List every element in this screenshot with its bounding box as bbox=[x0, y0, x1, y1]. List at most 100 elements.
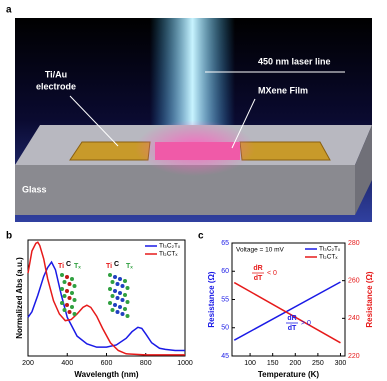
structure-label: Ti bbox=[58, 263, 64, 270]
y-axis-title: Normalized Abs (a.u.) bbox=[15, 257, 24, 339]
x-tick-label: 250 bbox=[312, 360, 324, 367]
atom bbox=[115, 310, 120, 314]
atom bbox=[113, 303, 117, 307]
y-axis-title: Resistance (Ω) bbox=[207, 271, 216, 328]
atom bbox=[120, 298, 125, 302]
panel-label: b bbox=[6, 231, 12, 242]
fraction-denominator: dT bbox=[254, 275, 263, 282]
atom bbox=[60, 287, 64, 291]
atom bbox=[123, 307, 127, 311]
atom bbox=[72, 298, 77, 302]
atom bbox=[110, 294, 115, 298]
glass-side bbox=[355, 125, 372, 215]
fraction-denominator: dT bbox=[288, 325, 297, 332]
y-tick-label: 45 bbox=[221, 353, 229, 360]
panel-label: a bbox=[6, 5, 12, 16]
y-tick-label: 65 bbox=[221, 240, 229, 247]
y2-axis-title: Resistance (Ω) bbox=[365, 271, 374, 328]
y-tick-label: 60 bbox=[221, 268, 229, 275]
series-line bbox=[233, 281, 341, 344]
atom bbox=[125, 300, 130, 304]
legend-label: Ti₂CTₓ bbox=[319, 254, 338, 261]
x-tick-label: 200 bbox=[22, 360, 34, 367]
label: electrode bbox=[36, 81, 76, 91]
atom bbox=[65, 289, 69, 293]
atom bbox=[115, 296, 120, 300]
y2-tick-label: 280 bbox=[348, 240, 360, 247]
atom bbox=[65, 275, 69, 279]
panel-a: a Ti/Au electrode 450 nm laser line MXen… bbox=[6, 5, 372, 222]
x-axis-title: Wavelength (nm) bbox=[74, 370, 138, 379]
x-tick-label: 600 bbox=[101, 360, 113, 367]
atom bbox=[70, 277, 74, 281]
atom bbox=[113, 275, 117, 279]
atom bbox=[110, 308, 115, 312]
label: Glass bbox=[22, 184, 47, 194]
atom bbox=[110, 280, 115, 284]
label: 450 nm laser line bbox=[258, 56, 331, 66]
atom bbox=[120, 312, 125, 316]
structure-label: C bbox=[66, 261, 71, 268]
atom bbox=[62, 280, 67, 284]
label: Ti/Au bbox=[45, 69, 67, 79]
atom bbox=[125, 314, 130, 318]
legend-label: Ti₃C₂Tₓ bbox=[319, 246, 341, 253]
structure-label: C bbox=[114, 261, 119, 268]
panel-label: c bbox=[198, 231, 204, 242]
series-line bbox=[233, 281, 341, 341]
atom bbox=[108, 287, 112, 291]
x-tick-label: 300 bbox=[335, 360, 347, 367]
atom bbox=[118, 277, 122, 281]
atom bbox=[70, 305, 74, 309]
atom bbox=[72, 312, 77, 316]
atom bbox=[115, 282, 120, 286]
y2-tick-label: 220 bbox=[348, 353, 360, 360]
atom bbox=[67, 282, 72, 286]
label: MXene Film bbox=[258, 85, 308, 95]
y-tick-label: 50 bbox=[221, 325, 229, 332]
fraction-relation: > 0 bbox=[301, 320, 311, 327]
y2-tick-label: 260 bbox=[348, 278, 360, 285]
fraction-relation: < 0 bbox=[267, 270, 277, 277]
y2-tick-label: 240 bbox=[348, 315, 360, 322]
mxene-film bbox=[155, 142, 240, 160]
legend-label: Ti₃C₂Tₓ bbox=[159, 243, 181, 250]
atom bbox=[120, 284, 125, 288]
atom bbox=[60, 273, 64, 277]
y-tick-label: 55 bbox=[221, 296, 229, 303]
atom bbox=[108, 273, 112, 277]
atom bbox=[118, 305, 122, 309]
legend-label: Ti₂CTₓ bbox=[159, 251, 178, 258]
fraction-numerator: dR bbox=[287, 315, 296, 322]
x-tick-label: 100 bbox=[244, 360, 256, 367]
series-line bbox=[27, 260, 185, 352]
atom bbox=[123, 293, 127, 297]
atom bbox=[70, 291, 74, 295]
atom bbox=[123, 279, 127, 283]
atom bbox=[118, 291, 122, 295]
x-tick-label: 200 bbox=[289, 360, 301, 367]
atom bbox=[113, 289, 117, 293]
annotation: Voltage = 10 mV bbox=[236, 247, 285, 254]
x-tick-label: 800 bbox=[140, 360, 152, 367]
x-axis-title: Temperature (K) bbox=[258, 370, 320, 379]
atom bbox=[62, 308, 67, 312]
atom bbox=[72, 284, 77, 288]
atom bbox=[65, 303, 69, 307]
atom bbox=[108, 301, 112, 305]
x-tick-label: 1000 bbox=[177, 360, 193, 367]
structure-label: Ti bbox=[106, 263, 112, 270]
x-tick-label: 400 bbox=[61, 360, 73, 367]
structure-label: Tₓ bbox=[74, 263, 81, 270]
atom bbox=[60, 301, 64, 305]
atom bbox=[125, 286, 130, 290]
atom bbox=[62, 294, 67, 298]
x-tick-label: 150 bbox=[267, 360, 279, 367]
series-line bbox=[27, 241, 185, 356]
pointer bbox=[231, 98, 256, 149]
atom bbox=[67, 296, 72, 300]
structure-label: Tₓ bbox=[126, 263, 133, 270]
fraction-numerator: dR bbox=[253, 265, 262, 272]
atom bbox=[67, 310, 72, 314]
